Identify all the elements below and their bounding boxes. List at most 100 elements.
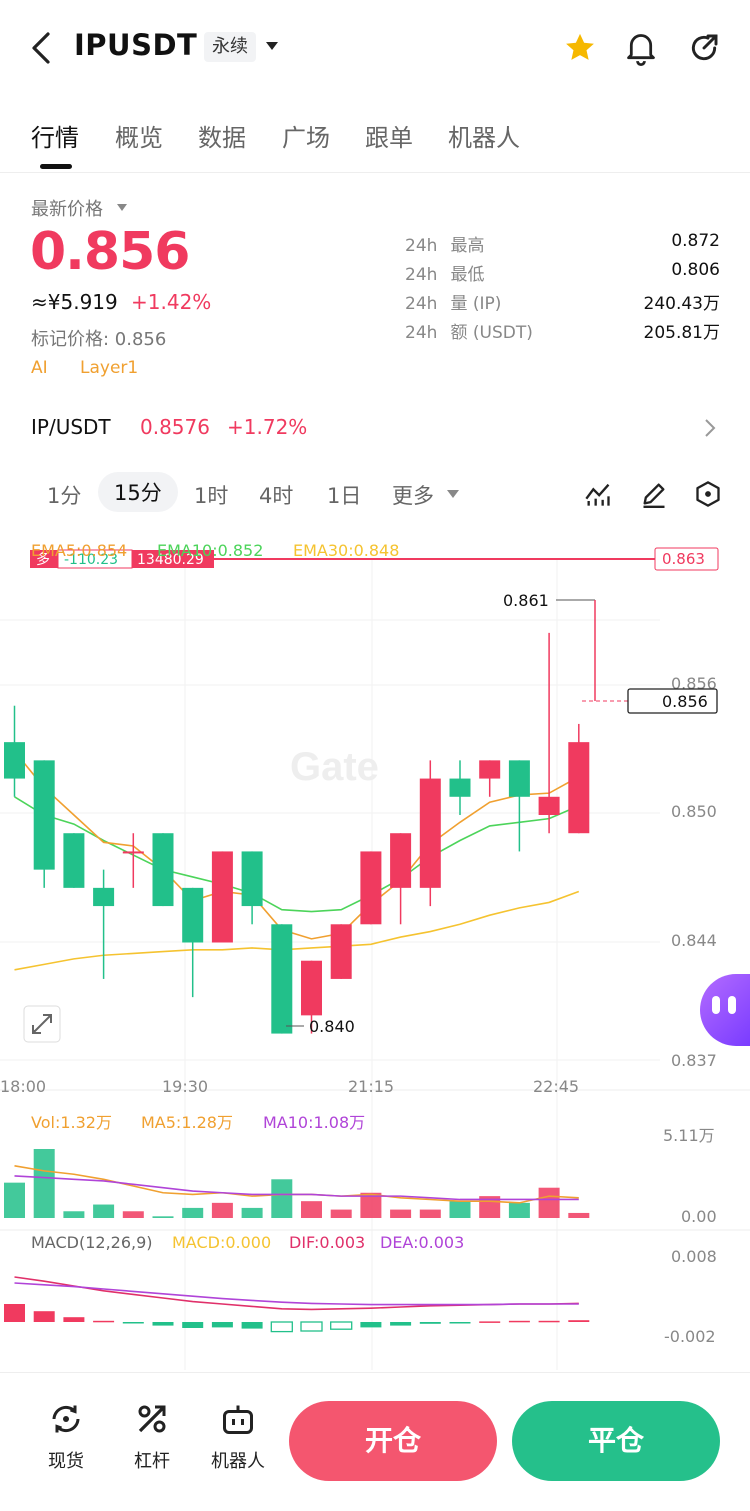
divider [0, 172, 750, 173]
volume-bar [63, 1211, 85, 1218]
stat-period: 24h [405, 294, 438, 314]
volume-bar [360, 1192, 382, 1218]
nav-bot-label: 机器人 [211, 1451, 265, 1472]
timeframe-1d[interactable]: 1日 [327, 484, 362, 508]
vol-axis-label: 0.00 [681, 1207, 717, 1226]
chevron-down-icon[interactable] [117, 204, 127, 211]
candle-body [390, 833, 412, 888]
position-price-box [654, 547, 719, 571]
tab-data[interactable]: 数据 [198, 124, 246, 152]
ema5-line [13, 750, 580, 940]
symbol-title[interactable]: IPUSDT [74, 28, 198, 62]
cny-price: ≈¥5.919 [31, 290, 118, 314]
candle-body [419, 778, 441, 888]
timeframe-1m[interactable]: 1分 [47, 484, 82, 508]
stat-row: 24h 最低 0.806 [405, 260, 720, 289]
close-position-button[interactable]: 平仓 [512, 1401, 720, 1481]
settings-hex-icon[interactable] [694, 480, 722, 508]
tab-copy-trade[interactable]: 跟单 [365, 124, 413, 152]
dea-legend: DEA:0.003 [380, 1233, 464, 1252]
tab-market[interactable]: 行情 [31, 124, 79, 152]
ema30-line [14, 890, 580, 971]
price-axis-label: 0.850 [671, 802, 717, 821]
tab-bot[interactable]: 机器人 [448, 124, 520, 152]
tab-square[interactable]: 广场 [282, 124, 330, 152]
macd-histogram-bar [241, 1322, 263, 1329]
ema10-legend: EMA10:0.852 [157, 541, 263, 560]
price-axis-label: 0.856 [671, 674, 717, 693]
stat-value: 0.806 [671, 260, 720, 280]
volume-bar [538, 1187, 560, 1218]
macd-histogram-bar [390, 1322, 412, 1326]
stat-name: 额 (USDT) [450, 323, 533, 343]
last-price: 0.856 [30, 222, 190, 282]
open-position-button[interactable]: 开仓 [289, 1401, 497, 1481]
macd-histogram-bar [63, 1317, 85, 1322]
macd-histogram-bar [211, 1322, 233, 1328]
timeframe-4h[interactable]: 4时 [259, 484, 294, 508]
macd-histogram-bar [330, 1321, 353, 1330]
timeframe-15m[interactable]: 15分 [98, 472, 178, 512]
tag-layer1[interactable]: Layer1 [80, 358, 139, 378]
time-axis-label: 18:00 [0, 1077, 46, 1096]
stat-value: 205.81万 [643, 323, 720, 343]
kline-chart[interactable]: Gate 多 -110.23 13480.29 0.863 EMA5:0.854… [0, 530, 750, 1372]
spot-pair-row[interactable]: IP/USDT 0.8576 +1.72% [0, 400, 750, 456]
time-axis-label: 22:45 [533, 1077, 579, 1096]
price-change: +1.42% [131, 290, 212, 314]
price-label[interactable]: 最新价格 [31, 199, 103, 220]
stat-name: 最高 [450, 236, 485, 256]
bell-icon[interactable] [624, 30, 658, 66]
macd-histogram-bar [360, 1322, 382, 1328]
nav-bot[interactable]: 机器人 [193, 1401, 283, 1473]
share-icon[interactable] [688, 32, 720, 64]
stat-period: 24h [405, 323, 438, 343]
watermark-logo: Gate [290, 745, 379, 789]
volume-bar [271, 1179, 293, 1218]
main-tabs: 行情 概览 数据 广场 跟单 机器人 [0, 108, 750, 172]
spot-pair-price: 0.8576 [140, 415, 210, 439]
macd-axis-label: -0.002 [664, 1327, 716, 1346]
current-price-label: 0.856 [662, 692, 708, 711]
position-side-box [30, 550, 58, 568]
volume-bar [330, 1209, 352, 1218]
dea-line [14, 1282, 579, 1306]
position-pnl: -110.23 [64, 552, 118, 568]
volume-bar [33, 1148, 55, 1218]
draw-pencil-icon[interactable] [640, 480, 668, 508]
stats-panel: 24h 最高 0.872 24h 最低 0.806 24h 量 (IP) 240… [405, 231, 720, 347]
indicator-icon[interactable] [584, 480, 612, 508]
stat-value: 0.872 [671, 231, 720, 251]
nav-margin[interactable]: 杠杆 [107, 1401, 197, 1473]
candle-body [122, 851, 144, 854]
stat-value: 240.43万 [643, 294, 720, 314]
ema30-legend: EMA30:0.848 [293, 541, 399, 560]
macd-histogram-bar [419, 1322, 441, 1324]
nav-spot-label: 现货 [48, 1451, 84, 1472]
candle-body [449, 778, 471, 797]
candle-body [479, 760, 501, 779]
chat-assistant-button[interactable] [700, 974, 750, 1046]
favorite-star-icon[interactable] [563, 31, 597, 65]
nav-spot[interactable]: 现货 [21, 1401, 111, 1473]
price-axis-label: 0.844 [671, 931, 717, 950]
back-arrow-icon[interactable] [30, 30, 54, 66]
chevron-down-icon[interactable] [447, 490, 459, 498]
bottom-action-bar: 现货 杠杆 机器人 开仓 平仓 [0, 1372, 750, 1511]
contract-type-tag[interactable]: 永续 [204, 32, 256, 62]
current-price-box [627, 688, 718, 714]
nav-margin-label: 杠杆 [134, 1451, 170, 1472]
timeframe-more[interactable]: 更多 [392, 484, 434, 508]
stat-period: 24h [405, 265, 438, 285]
candle-body [93, 887, 115, 907]
low-price-label: 0.840 [309, 1017, 355, 1036]
stat-row: 24h 最高 0.872 [405, 231, 720, 260]
expand-icon[interactable] [32, 1014, 52, 1034]
timeframe-1h[interactable]: 1时 [194, 484, 229, 508]
chevron-down-icon[interactable] [266, 42, 278, 50]
macd-histogram-bar [449, 1322, 471, 1324]
tag-ai[interactable]: AI [31, 358, 48, 378]
stat-name: 量 (IP) [450, 294, 502, 314]
tab-overview[interactable]: 概览 [115, 124, 163, 152]
volume-bar [152, 1216, 174, 1218]
